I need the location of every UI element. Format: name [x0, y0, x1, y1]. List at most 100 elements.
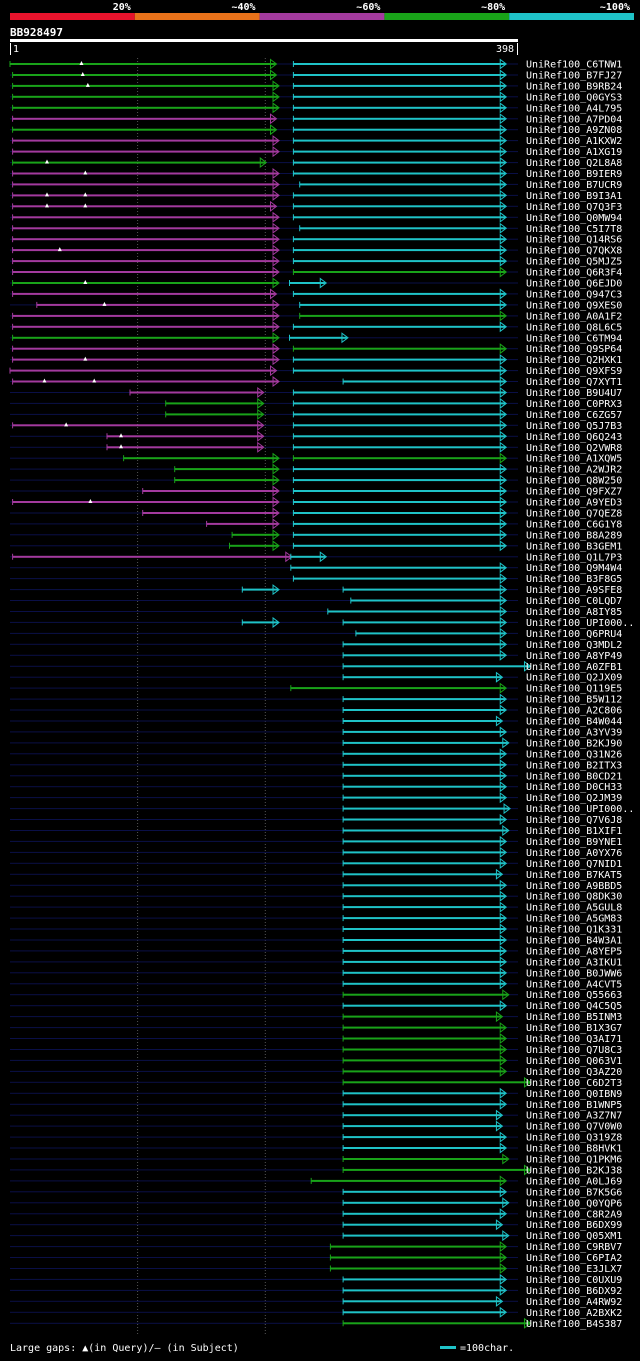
hit-row[interactable]: UniRef100_Q0GYS3 [10, 91, 622, 103]
hit-label[interactable]: UniRef100_Q3AI71 [526, 1034, 622, 1045]
hit-label[interactable]: UniRef100_Q0YQP6 [526, 1198, 622, 1209]
hit-label[interactable]: UniRef100_Q5J7B3 [526, 421, 622, 432]
hit-label[interactable]: UniRef100_Q0GYS3 [526, 92, 622, 103]
hit-label[interactable]: UniRef100_Q7Q3F3 [526, 202, 622, 213]
hit-label[interactable]: UniRef100_B3GEM1 [526, 541, 622, 552]
hit-row[interactable]: UniRef100_Q14RS6 [10, 233, 622, 246]
hit-label[interactable]: UniRef100_Q9FXZ7 [526, 487, 622, 498]
hit-row[interactable]: UniRef100_Q7V6J8 [10, 814, 622, 826]
hit-row[interactable]: UniRef100_A3YV39 [10, 726, 622, 738]
hit-label[interactable]: UniRef100_B7KAT5 [526, 870, 622, 881]
hit-label[interactable]: UniRef100_A7PD04 [526, 114, 622, 125]
hit-label[interactable]: UniRef100_C0UXU9 [526, 1275, 622, 1286]
hit-label[interactable]: UniRef100_A8YP49 [526, 651, 622, 662]
hit-label[interactable]: UniRef100_Q8L6C5 [526, 322, 622, 333]
hit-label[interactable]: UniRef100_Q1L7P3 [526, 552, 622, 563]
hit-row[interactable]: UniRef100_B7UCR9 [10, 178, 622, 191]
hit-label[interactable]: UniRef100_B9IER9 [526, 169, 622, 180]
hit-row[interactable]: UniRef100_A5GUL8 [10, 901, 622, 914]
hit-row[interactable]: UniRef100_Q3AI71 [10, 1033, 622, 1045]
hit-row[interactable]: UniRef100_Q063V1 [10, 1054, 622, 1067]
hit-label[interactable]: UniRef100_Q3MDL2 [526, 640, 622, 651]
hit-label[interactable]: UniRef100_B7FJ27 [526, 71, 622, 82]
hit-label[interactable]: UniRef100_Q3AZ20 [526, 1067, 622, 1078]
hit-row[interactable]: UniRef100_Q2L8A8 [10, 157, 622, 169]
hit-row[interactable]: UniRef100_Q05XM1 [10, 1230, 622, 1242]
hit-row[interactable]: UniRef100_A0LJ69 [10, 1175, 622, 1187]
hit-label[interactable]: UniRef100_C6PIA2 [526, 1253, 622, 1264]
hit-label[interactable]: UniRef100_Q2HXK1 [526, 355, 622, 366]
hit-label[interactable]: UniRef100_C5I7T8 [526, 224, 622, 235]
hit-row[interactable]: UniRef100_B1X3G7 [10, 1022, 622, 1034]
hit-label[interactable]: UniRef100_B4W044 [526, 717, 622, 728]
hit-row[interactable]: UniRef100_C6ZG57 [10, 408, 622, 421]
hit-row[interactable]: UniRef100_A1KXW2 [10, 135, 622, 147]
hit-row[interactable]: UniRef100_B5INM3 [10, 1011, 622, 1023]
hit-row[interactable]: UniRef100_B8HVK1 [10, 1142, 622, 1155]
hit-row[interactable]: UniRef100_Q6EJD0 [10, 277, 622, 290]
hit-label[interactable]: UniRef100_Q5MJZ5 [526, 257, 622, 268]
hit-row[interactable]: UniRef100_Q7QEZ8 [10, 507, 622, 520]
hit-label[interactable]: UniRef100_Q6Q243 [526, 432, 622, 443]
hit-label[interactable]: UniRef100_Q063V1 [526, 1056, 622, 1067]
hit-label[interactable]: UniRef100_A4L795 [526, 103, 622, 114]
hit-label[interactable]: UniRef100_Q9SP64 [526, 344, 622, 355]
hit-row[interactable]: UniRef100_Q0YQP6 [10, 1197, 622, 1209]
hit-label[interactable]: UniRef100_B7K5G6 [526, 1187, 622, 1198]
hit-label[interactable]: UniRef100_C0PRX3 [526, 399, 622, 410]
hit-row[interactable]: UniRef100_Q7Q3F3 [10, 200, 622, 213]
hit-row[interactable]: UniRef100_Q7V0W0 [10, 1120, 622, 1133]
hit-label[interactable]: UniRef100_A3YV39 [526, 727, 622, 738]
hit-label[interactable]: UniRef100_Q7V0W0 [526, 1122, 622, 1133]
hit-label[interactable]: UniRef100_A0ZFB1 [526, 662, 622, 673]
hit-row[interactable]: UniRef100_C9RBV7 [10, 1241, 622, 1253]
hit-label[interactable]: UniRef100_C6ZG57 [526, 410, 622, 421]
hit-label[interactable]: UniRef100_C0LQD7 [526, 596, 622, 607]
hit-label[interactable]: UniRef100_B2KJ90 [526, 738, 622, 749]
hit-row[interactable]: UniRef100_C8R2A9 [10, 1208, 622, 1220]
hit-row[interactable]: UniRef100_A8YP49 [10, 649, 622, 662]
hit-label[interactable]: UniRef100_Q14RS6 [526, 235, 622, 246]
hit-row[interactable]: UniRef100_A0A1F2 [10, 310, 622, 322]
hit-row[interactable]: UniRef100_D0CH33 [10, 781, 622, 793]
hit-row[interactable]: UniRef100_E3JLX7 [10, 1263, 622, 1275]
hit-label[interactable]: UniRef100_B6DX99 [526, 1220, 622, 1231]
hit-row[interactable]: UniRef100_Q1K331 [10, 923, 622, 936]
hit-label[interactable]: UniRef100_A1XQW5 [526, 454, 622, 465]
hit-label[interactable]: UniRef100_B9RB24 [526, 81, 622, 92]
hit-row[interactable]: UniRef100_Q119E5 [10, 682, 622, 695]
hit-label[interactable]: UniRef100_Q7QKX8 [526, 246, 622, 257]
hit-label[interactable]: UniRef100_A0A1F2 [526, 311, 622, 322]
hit-label[interactable]: UniRef100_B4S387 [526, 1319, 622, 1330]
hit-label[interactable]: UniRef100_A1XG19 [526, 147, 622, 158]
hit-row[interactable]: UniRef100_Q3AZ20 [10, 1065, 622, 1078]
hit-label[interactable]: UniRef100_B3F8G5 [526, 574, 622, 585]
hit-label[interactable]: UniRef100_C8R2A9 [526, 1209, 622, 1220]
hit-row[interactable]: UniRef100_Q1PKM6 [10, 1153, 622, 1166]
hit-label[interactable]: UniRef100_Q2JM39 [526, 793, 622, 804]
hit-label[interactable]: UniRef100_B4W3A1 [526, 936, 622, 947]
hit-row[interactable]: UniRef100_B4W3A1 [10, 934, 622, 947]
hit-row[interactable]: UniRef100_A4RW92 [10, 1295, 622, 1308]
hit-row[interactable]: UniRef100_B6DX92 [10, 1284, 622, 1297]
hit-label[interactable]: UniRef100_Q8W250 [526, 476, 622, 487]
hit-row[interactable]: UniRef100_B0JWW6 [10, 967, 622, 979]
hit-label[interactable]: UniRef100_B9U4U7 [526, 388, 622, 399]
hit-row[interactable]: UniRef100_B2KJ38 [10, 1164, 622, 1176]
hit-row[interactable]: UniRef100_B4W044 [10, 715, 622, 728]
hit-label[interactable]: UniRef100_B2KJ38 [526, 1165, 622, 1176]
hit-row[interactable]: UniRef100_A1XG19 [10, 146, 622, 158]
hit-row[interactable]: UniRef100_C0LQD7 [10, 595, 622, 607]
hit-label[interactable]: UniRef100_Q2JX09 [526, 673, 622, 684]
hit-row[interactable]: UniRef100_Q8L6C5 [10, 321, 622, 333]
hit-row[interactable]: UniRef100_Q2JX09 [10, 671, 622, 684]
hit-row[interactable]: UniRef100_A3Z7N7 [10, 1109, 622, 1122]
hit-row[interactable]: UniRef100_Q0MW94 [10, 211, 622, 224]
hit-label[interactable]: UniRef100_Q947C3 [526, 289, 622, 300]
hit-label[interactable]: UniRef100_A2BXK2 [526, 1308, 622, 1319]
hit-label[interactable]: UniRef100_Q55663 [526, 990, 622, 1001]
hit-label[interactable]: UniRef100_C6TNW1 [526, 60, 622, 71]
hit-label[interactable]: UniRef100_B5INM3 [526, 1012, 622, 1023]
hit-label[interactable]: UniRef100_Q0MW94 [526, 213, 622, 224]
hit-row[interactable]: UniRef100_Q9FXZ7 [10, 485, 622, 498]
